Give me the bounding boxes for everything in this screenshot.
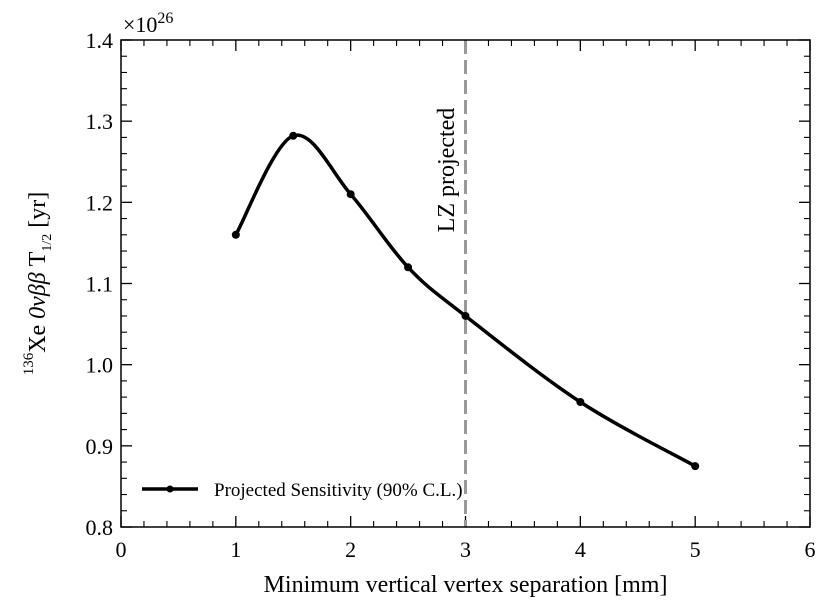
ylabel-quantity: T — [25, 251, 51, 266]
y-tick-label: 1.0 — [86, 353, 114, 378]
ylabel-subscript-denominator: 2 — [40, 234, 55, 241]
x-tick-label: 5 — [690, 537, 701, 562]
series-layer — [231, 131, 700, 471]
legend: Projected Sensitivity (90% C.L.) — [142, 480, 463, 501]
ylabel-process: 0νββ — [25, 272, 51, 319]
x-tick-label: 4 — [575, 537, 586, 562]
y-tick-labels: 0.8 0.9 1.0 1.1 1.2 1.3 1.4 — [86, 28, 114, 540]
y-tick-label: 1.3 — [86, 109, 114, 134]
ylabel-unit: [yr] — [25, 192, 51, 228]
x-axis-title: Minimum vertical vertex separation [mm] — [264, 572, 668, 598]
x-tick-label: 1 — [230, 537, 241, 562]
y-tick-label: 1.1 — [86, 272, 114, 297]
y-tick-label: 1.2 — [86, 190, 114, 215]
data-point — [691, 462, 700, 471]
data-point — [231, 230, 240, 239]
data-point — [404, 263, 413, 272]
data-point — [576, 398, 585, 407]
y-scale-exponent: 26 — [157, 10, 173, 27]
plot-frame — [120, 39, 811, 528]
ylabel-subscript-slash: / — [40, 241, 55, 245]
reference-layer: LZ projected — [434, 40, 467, 527]
legend-label: Projected Sensitivity (90% C.L.) — [214, 480, 463, 501]
y-axis-title: 136Xe 0νββ T1/2 [yr] — [21, 192, 55, 376]
ylabel-subscript-numerator: 1 — [40, 245, 55, 252]
y-tick-label: 1.4 — [86, 28, 114, 53]
x-tick-labels: 0 1 2 3 4 5 6 — [116, 537, 816, 562]
y-tick-label: 0.8 — [86, 515, 114, 540]
y-scale-multiplier: ×1026 — [123, 10, 173, 37]
ylabel-isotope-mass: 136 — [21, 352, 37, 375]
data-point — [289, 131, 298, 140]
legend-marker — [166, 485, 174, 493]
x-tick-label: 6 — [805, 537, 816, 562]
data-point — [346, 190, 355, 199]
lz-projected-label: LZ projected — [434, 108, 460, 233]
ylabel-isotope-symbol: Xe — [25, 325, 51, 353]
y-scale-base: ×10 — [123, 12, 157, 37]
data-point — [461, 311, 470, 320]
y-tick-label: 0.9 — [86, 434, 114, 459]
x-tick-label: 0 — [116, 537, 127, 562]
x-tick-label: 3 — [460, 537, 471, 562]
x-tick-label: 2 — [345, 537, 356, 562]
svg-text:136Xe 0νββ T1/2 [yr]: 136Xe 0νββ T1/2 [yr] — [21, 192, 55, 376]
